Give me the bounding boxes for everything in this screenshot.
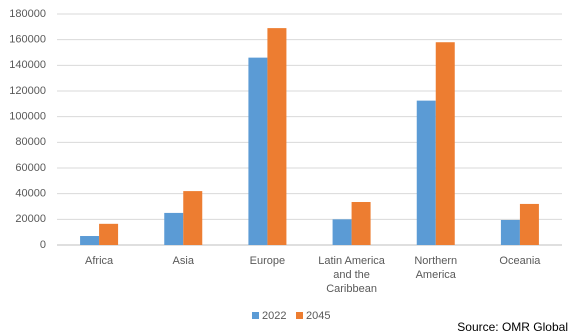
- x-tick-label: Oceania: [499, 255, 541, 267]
- x-tick-label: Africa: [85, 255, 114, 267]
- bar: [80, 236, 100, 245]
- bar: [519, 203, 539, 245]
- x-tick-label: Asia: [172, 255, 194, 267]
- y-tick-label: 60000: [15, 162, 46, 174]
- y-tick-label: 120000: [9, 85, 46, 97]
- legend-swatch: [252, 312, 259, 319]
- bar: [248, 57, 268, 246]
- bar: [416, 100, 436, 245]
- legend-swatch: [296, 312, 303, 319]
- y-tick-label: 20000: [15, 213, 46, 225]
- x-tick-label: Latin America and the Caribbean: [318, 255, 385, 295]
- y-tick-label: 100000: [9, 111, 46, 123]
- bar: [99, 223, 119, 245]
- y-tick-label: 40000: [15, 188, 46, 200]
- x-tick-label: Northern America: [414, 255, 458, 281]
- bar: [267, 28, 287, 245]
- bar: [183, 191, 203, 245]
- legend-label: 2022: [262, 310, 286, 322]
- bar: [435, 42, 455, 245]
- bar: [164, 212, 184, 245]
- x-tick-label: Europe: [249, 255, 286, 267]
- bar: [500, 219, 520, 245]
- y-tick-label: 160000: [9, 34, 46, 46]
- source-note: Source: OMR Global: [457, 320, 568, 334]
- y-tick-label: 0: [40, 239, 46, 251]
- y-tick-label: 80000: [15, 136, 46, 148]
- y-tick-label: 180000: [9, 8, 46, 20]
- bar: [332, 219, 352, 245]
- bar: [351, 202, 371, 245]
- legend-label: 2045: [306, 310, 330, 322]
- y-tick-label: 140000: [9, 59, 46, 71]
